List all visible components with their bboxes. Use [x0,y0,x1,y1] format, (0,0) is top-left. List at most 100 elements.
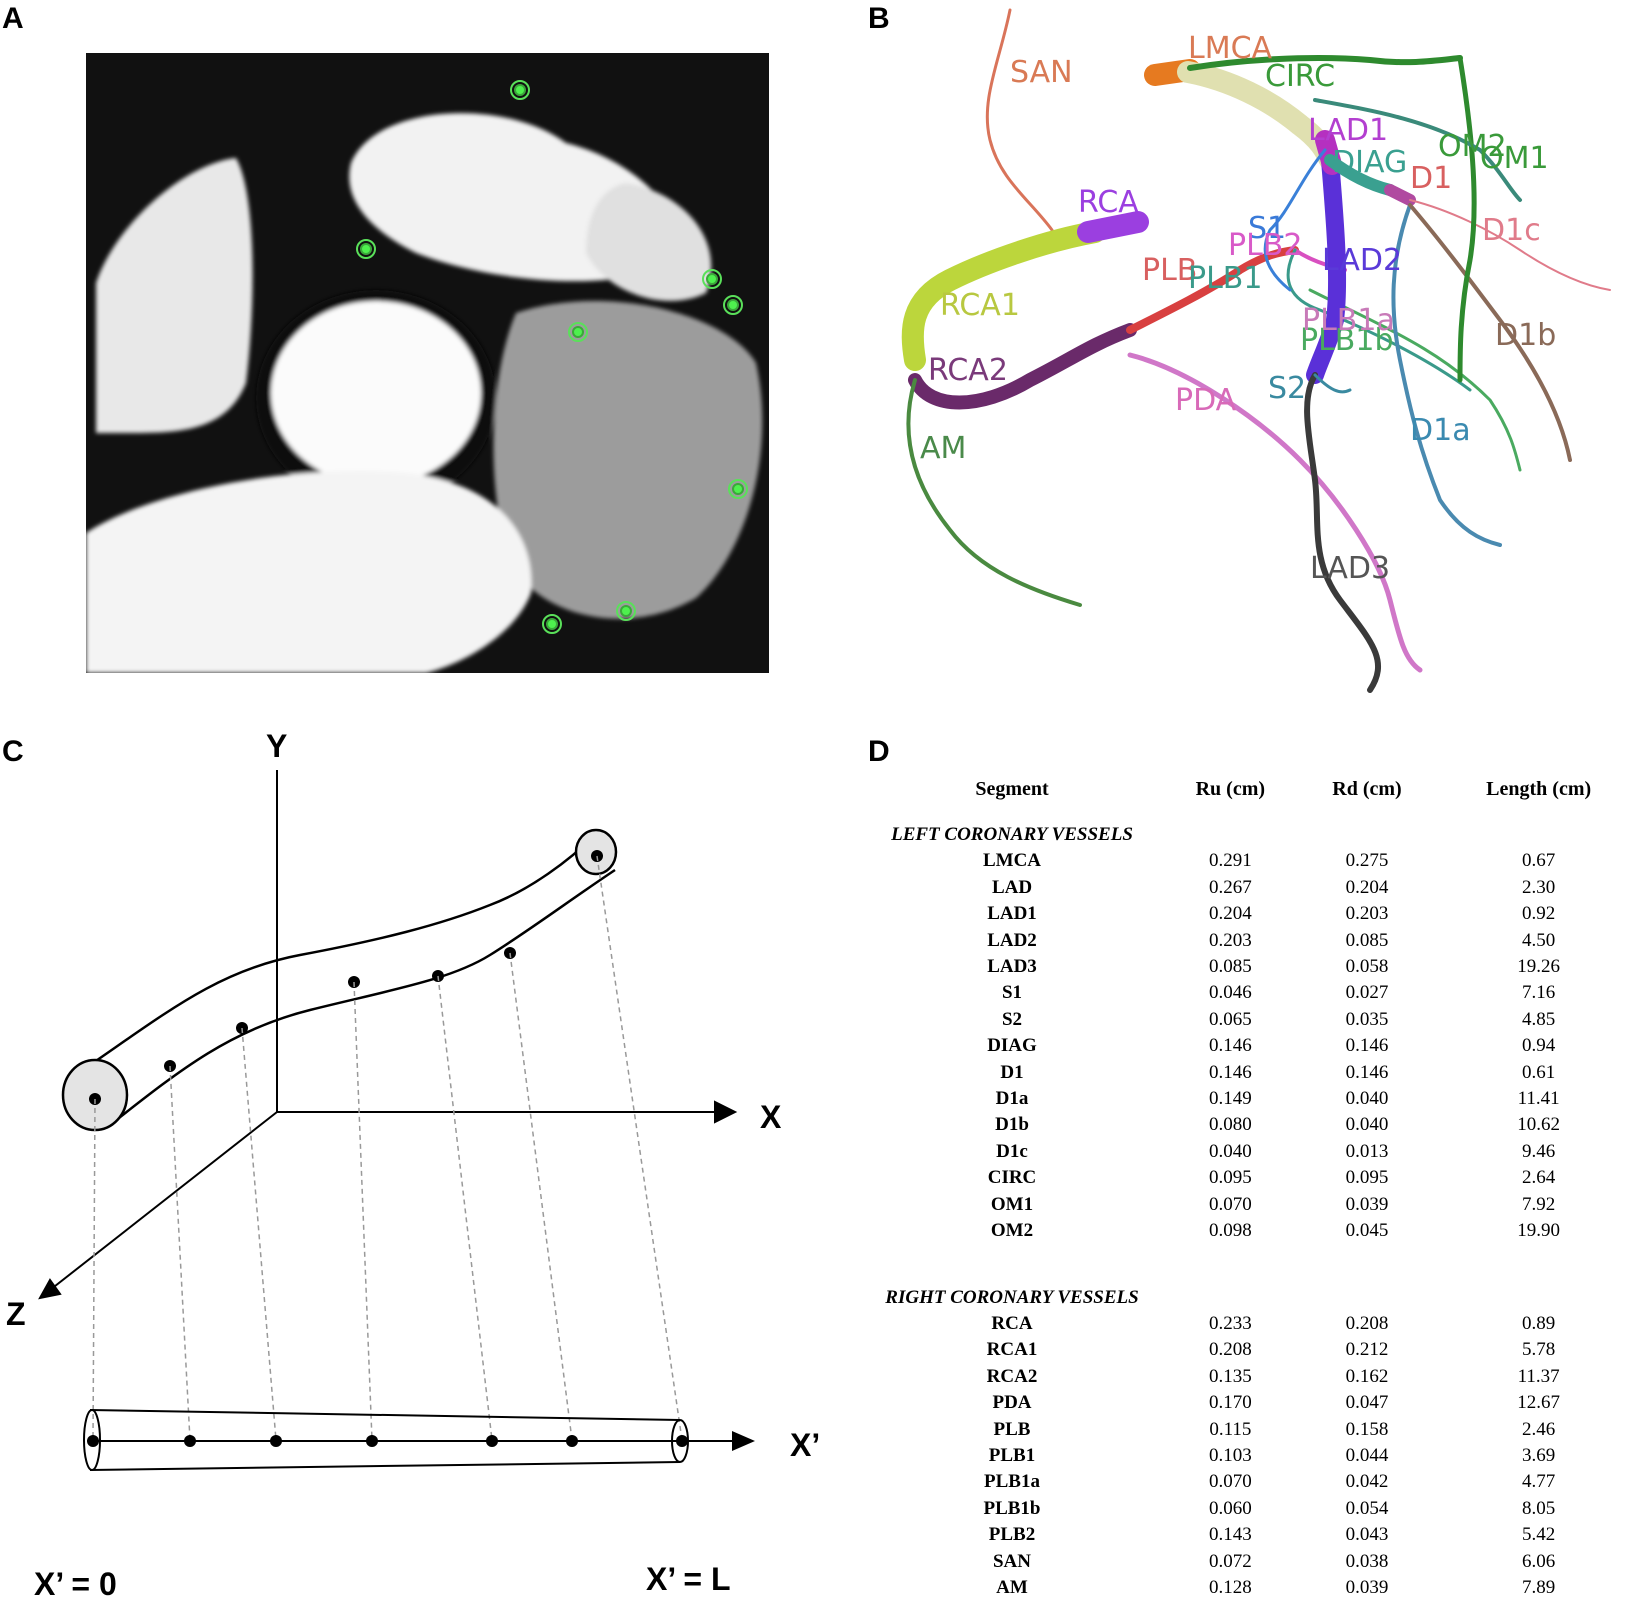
table-row: RCA1 0.208 0.212 5.78 [862,1337,1642,1363]
segment-cell: DIAG [987,1035,1037,1057]
length-cell: 3.69 [1522,1444,1556,1466]
vessel-label: DIAG [1332,145,1407,180]
vessel-label: OM2 [1438,129,1507,164]
vessel-label: CIRC [1265,59,1335,94]
ru-cell: 0.070 [1208,1471,1252,1493]
length-cell: 19.26 [1517,956,1561,978]
empty-cell [1162,1271,1299,1311]
table-row: PLB1a 0.070 0.042 4.77 [862,1469,1642,1495]
table-row: PLB1 0.103 0.044 3.69 [862,1443,1642,1469]
length-cell: 4.85 [1522,1008,1556,1030]
vessel-label: PLB2 [1228,228,1302,263]
rd-cell: 0.158 [1345,1418,1389,1440]
length-cell: 7.16 [1522,982,1556,1004]
segment-cell: RCA [991,1312,1033,1334]
segment-cell: PLB [993,1418,1031,1440]
vessel-label: SAN [1010,55,1073,90]
rd-cell: 0.040 [1345,1088,1389,1110]
segment-cell: LAD2 [987,929,1037,951]
empty-cell [1435,1271,1642,1311]
ru-cell: 0.095 [1208,1167,1252,1189]
table-row: RCA2 0.135 0.162 11.37 [862,1364,1642,1390]
vessel-label: D1a [1410,413,1471,448]
length-cell: 11.41 [1517,1088,1560,1110]
table-spacer [862,1245,1642,1271]
vessel-label: PLB1 [1188,261,1262,296]
length-cell: 4.77 [1522,1471,1556,1493]
rd-cell: 0.208 [1345,1312,1389,1334]
table-row: CIRC 0.095 0.095 2.64 [862,1165,1642,1191]
vessel-label: D1 [1410,161,1452,196]
vessel-label: PLB [1142,253,1197,288]
segment-cell: PLB2 [988,1524,1036,1546]
panel-letter-d: D [868,735,890,768]
rd-cell: 0.039 [1345,1193,1389,1215]
spacer-cell [862,1245,1642,1271]
vessel-label: AM [920,431,966,466]
ru-cell: 0.170 [1208,1392,1252,1414]
header-segment: Segment [975,777,1049,800]
ru-cell: 0.046 [1208,982,1252,1004]
table-row: PDA 0.170 0.047 12.67 [862,1390,1642,1416]
rd-cell: 0.204 [1345,876,1389,898]
vessel-axis-diagram: Y X Z X’ X’ = 0 X’ = L [6,728,820,1602]
length-cell: 19.90 [1517,1220,1561,1242]
ru-cell: 0.146 [1208,1035,1252,1057]
table-row: PLB1b 0.060 0.054 8.05 [862,1496,1642,1522]
table-row: PLB 0.115 0.158 2.46 [862,1417,1642,1443]
ct-scan-image [86,53,769,673]
empty-cell [1435,808,1642,848]
segment-cell: PLB1a [984,1471,1040,1493]
rd-cell: 0.035 [1345,1008,1389,1030]
ru-cell: 0.204 [1208,903,1252,925]
group-header-row: LEFT CORONARY VESSELS [862,808,1642,848]
segment-cell: AM [996,1576,1028,1598]
segment-cell: PLB1 [988,1444,1036,1466]
table-row: D1a 0.149 0.040 11.41 [862,1086,1642,1112]
length-cell: 7.92 [1522,1193,1556,1215]
rd-cell: 0.043 [1345,1524,1389,1546]
segment-cell: CIRC [987,1167,1037,1189]
rd-cell: 0.040 [1345,1114,1389,1136]
ru-cell: 0.070 [1208,1193,1252,1215]
length-cell: 0.67 [1522,850,1556,872]
segment-cell: OM1 [990,1193,1034,1215]
table-row: RCA 0.233 0.208 0.89 [862,1311,1642,1337]
length-cell: 5.78 [1522,1339,1556,1361]
rd-cell: 0.212 [1345,1339,1389,1361]
rd-cell: 0.095 [1345,1167,1389,1189]
ru-cell: 0.135 [1208,1365,1252,1387]
ru-cell: 0.291 [1208,850,1252,872]
ru-cell: 0.128 [1208,1576,1252,1598]
segment-cell: D1 [1000,1061,1024,1083]
length-cell: 5.42 [1522,1524,1556,1546]
axis-x-label: X [760,1099,782,1135]
axis-z-label: Z [6,1296,26,1332]
ru-cell: 0.065 [1208,1008,1252,1030]
rd-cell: 0.058 [1345,956,1389,978]
segment-cell: D1a [995,1088,1029,1110]
segment-cell: LAD [991,876,1033,898]
segment-cell: S1 [1001,982,1023,1004]
table-row: OM2 0.098 0.045 19.90 [862,1218,1642,1244]
table-row: D1c 0.040 0.013 9.46 [862,1139,1642,1165]
rd-cell: 0.085 [1345,929,1389,951]
length-cell: 0.61 [1522,1061,1556,1083]
table-header-row: Segment Ru (cm) Rd (cm) Length (cm) [862,770,1642,808]
ru-cell: 0.203 [1208,929,1252,951]
table-row: DIAG 0.146 0.146 0.94 [862,1033,1642,1059]
table-row: LAD3 0.085 0.058 19.26 [862,954,1642,980]
rd-cell: 0.045 [1345,1220,1389,1242]
table-row: AM 0.128 0.039 7.89 [862,1575,1642,1601]
coronary-tree-render: SAN LMCA CIRC OM2 OM1 RCA LAD1 DIAG D1 D… [901,8,1611,693]
group-label: LEFT CORONARY VESSELS [891,824,1133,845]
length-cell: 9.46 [1522,1140,1556,1162]
vessel-label: S1 [1248,211,1286,246]
rd-cell: 0.027 [1345,982,1389,1004]
vessel-label: LAD3 [1310,551,1390,586]
segment-cell: LAD1 [987,903,1037,925]
rd-cell: 0.044 [1345,1444,1389,1466]
rd-cell: 0.146 [1345,1061,1389,1083]
ru-cell: 0.080 [1208,1114,1252,1136]
table-row: S1 0.046 0.027 7.16 [862,980,1642,1006]
